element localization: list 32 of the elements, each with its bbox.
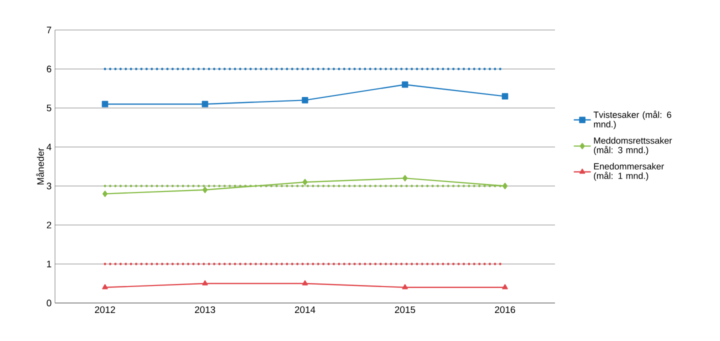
point (102, 100, 108, 108)
y-tick-label: 6 (46, 66, 52, 72)
y-tick-label: 1 (47, 260, 52, 268)
point (402, 175, 408, 182)
legend-label: Tvistesaker (mål: 6 mnd.) (594, 110, 672, 130)
point (302, 280, 308, 286)
point (502, 93, 508, 100)
y-tick-label: 0 (46, 300, 52, 306)
point (502, 182, 508, 190)
x-tick-label: 2013 (194, 306, 216, 314)
point (202, 186, 208, 194)
point (402, 81, 408, 88)
point (202, 280, 208, 286)
x-tick-label: 2012 (94, 306, 116, 314)
point (202, 100, 208, 108)
y-tick-label: 2 (46, 222, 52, 228)
x-tick-label: 2014 (294, 306, 316, 314)
point (502, 284, 508, 290)
point (102, 190, 108, 197)
point (102, 284, 108, 290)
y-tick-label: 5 (46, 104, 52, 112)
point (302, 178, 308, 186)
x-tick-label: 2016 (494, 306, 516, 314)
point (302, 97, 308, 104)
y-tick-label: 3 (46, 182, 52, 190)
y-tick-label: 4 (46, 144, 52, 150)
x-tick-label: 2015 (394, 306, 416, 314)
legend-label: Meddomsrettssaker (mål: 3 mnd.) (594, 137, 672, 155)
legend-label: Enedommersaker (mål: 1 mnd.) (594, 162, 664, 181)
point (402, 284, 408, 290)
y-axis-title: Måneder (36, 148, 44, 184)
y-tick-label: 7 (46, 26, 52, 34)
